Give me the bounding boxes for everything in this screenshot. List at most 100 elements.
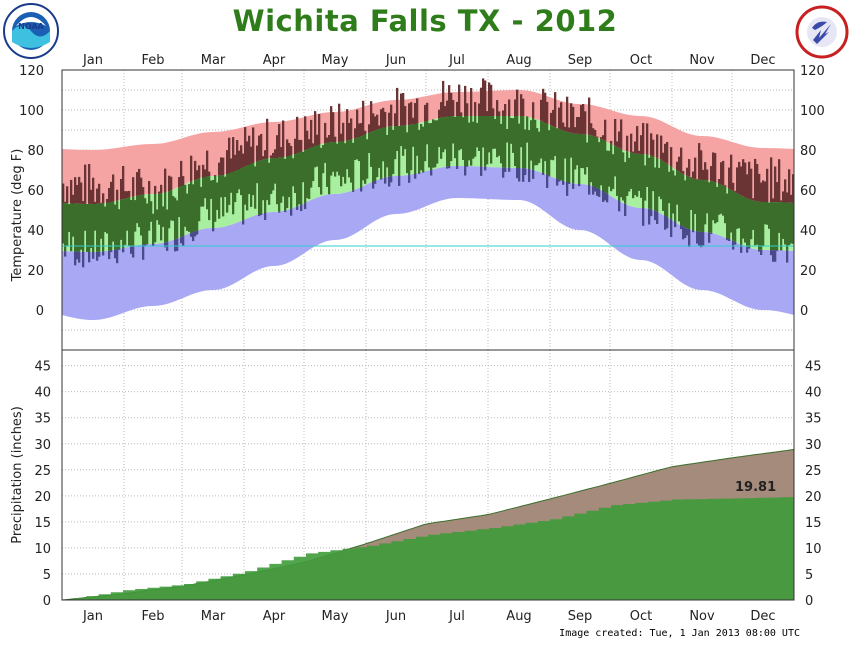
daily-bar-normal-range: [68, 204, 71, 232]
daily-bar-above-normal: [504, 104, 507, 116]
daily-bar-normal-range: [572, 133, 575, 184]
daily-bar-above-normal: [204, 169, 207, 177]
daily-bar-normal-range: [350, 139, 353, 183]
daily-bar-normal-range: [344, 143, 347, 184]
daily-bar-below-normal: [466, 166, 469, 167]
daily-bar-normal-range: [304, 150, 307, 204]
daily-bar-normal-range: [92, 204, 95, 252]
daily-bar-normal-range: [106, 202, 109, 234]
daily-bar-above-normal: [786, 192, 789, 203]
daily-bar-normal-range: [136, 195, 139, 224]
daily-bar-above-normal: [270, 155, 273, 159]
daily-bar-above-normal: [438, 109, 441, 119]
daily-bar-normal-range: [348, 140, 351, 178]
daily-bar-normal-range: [760, 201, 763, 250]
daily-bar-normal-range: [322, 145, 325, 174]
daily-bar-normal-range: [724, 186, 727, 224]
month-label-bottom: Jun: [385, 609, 406, 624]
daily-bar-above-normal: [246, 141, 249, 166]
daily-bar-normal-range: [594, 136, 597, 187]
daily-bar-normal-range: [120, 199, 123, 240]
daily-bar-below-normal: [264, 213, 267, 220]
daily-bar-below-normal: [746, 246, 749, 253]
daily-bar-normal-range: [232, 172, 235, 215]
daily-bar-normal-range: [648, 157, 651, 209]
daily-bar-below-normal: [734, 241, 737, 245]
daily-bar-normal-range: [490, 116, 493, 164]
daily-bar-normal-range: [214, 176, 217, 222]
daily-bar-above-normal: [222, 157, 225, 176]
daily-bar-below-normal: [664, 215, 667, 230]
daily-bar-above-normal: [348, 123, 351, 141]
daily-bar-above-normal: [620, 119, 623, 149]
daily-bar-above-normal: [230, 158, 233, 173]
daily-bar-normal-range: [678, 171, 681, 222]
daily-bar-normal-range: [410, 124, 413, 171]
daily-bar-normal-range: [254, 166, 257, 209]
daily-bar-normal-range: [526, 116, 529, 143]
month-label-bottom: Sep: [568, 609, 593, 624]
daily-bar-above-normal: [258, 135, 261, 161]
daily-bar-normal-range: [622, 152, 625, 201]
daily-bar-below-normal: [684, 227, 687, 238]
precip-ytick-right: 45: [805, 360, 822, 375]
precip-ytick-right: 10: [805, 542, 822, 557]
daily-bar-normal-range: [508, 116, 511, 168]
axes-labels: 0 0 20 20 40 40 60 60 80 80 100 100 120 120 0 0 5 5 10 10 15…: [10, 53, 825, 624]
daily-bar-above-normal: [752, 198, 755, 201]
daily-bar-normal-range: [290, 155, 293, 210]
temp-ytick-left: 60: [27, 184, 44, 199]
daily-bar-above-normal: [728, 167, 731, 189]
daily-bar-normal-range: [230, 172, 233, 193]
precip-ytick-right: 15: [805, 516, 822, 531]
daily-bar-below-normal: [108, 250, 111, 260]
daily-bar-normal-range: [258, 160, 261, 215]
daily-bar-above-normal: [376, 114, 379, 130]
daily-bar-below-normal: [176, 238, 179, 251]
daily-bar-below-normal: [686, 228, 689, 236]
daily-bar-above-normal: [570, 103, 573, 133]
daily-bar-normal-range: [462, 117, 465, 160]
daily-bar-normal-range: [494, 119, 497, 149]
daily-bar-below-normal: [588, 185, 591, 195]
daily-bar-below-normal: [708, 232, 711, 243]
temp-ytick-left: 40: [27, 224, 44, 239]
daily-bar-normal-range: [510, 118, 513, 144]
month-label-bottom: Aug: [506, 609, 531, 624]
temp-ytick-right: 120: [800, 64, 825, 79]
daily-bar-above-normal: [568, 127, 571, 133]
month-label-top: Aug: [506, 53, 531, 68]
daily-bar-above-normal: [480, 87, 483, 116]
image-created-footer: Image created: Tue, 1 Jan 2013 08:00 UTC: [559, 628, 800, 639]
daily-bar-normal-range: [496, 116, 499, 158]
daily-bar-below-normal: [548, 175, 551, 177]
daily-bar-below-normal: [568, 182, 571, 184]
daily-bar-normal-range: [366, 139, 369, 179]
daily-bar-normal-range: [158, 193, 161, 225]
precip-ytick-left: 45: [34, 360, 51, 375]
daily-bar-above-normal: [414, 103, 417, 124]
daily-bar-above-normal: [492, 108, 495, 116]
daily-bar-normal-range: [730, 189, 733, 233]
daily-bar-above-normal: [132, 177, 135, 197]
daily-bar-normal-range: [650, 155, 653, 210]
daily-bar-below-normal: [666, 216, 669, 229]
daily-bar-above-normal: [698, 143, 701, 180]
daily-bar-above-normal: [746, 174, 749, 199]
daily-bar-above-normal: [252, 127, 255, 164]
daily-bar-above-normal: [532, 102, 535, 118]
record-low-band: [62, 166, 794, 320]
daily-bar-normal-range: [716, 187, 719, 223]
daily-bar-normal-range: [148, 194, 151, 231]
daily-bar-above-normal: [542, 88, 545, 122]
daily-bar-normal-range: [580, 134, 583, 168]
daily-bar-above-normal: [64, 201, 67, 204]
daily-bar-normal-range: [686, 175, 689, 229]
daily-bar-below-normal: [558, 179, 561, 182]
daily-bar-normal-range: [434, 120, 437, 168]
daily-bar-normal-range: [352, 142, 355, 191]
daily-bar-above-normal: [750, 168, 753, 200]
daily-bar-normal-range: [294, 154, 297, 193]
daily-bar-above-normal: [574, 127, 577, 134]
daily-bar-normal-range: [380, 128, 383, 179]
